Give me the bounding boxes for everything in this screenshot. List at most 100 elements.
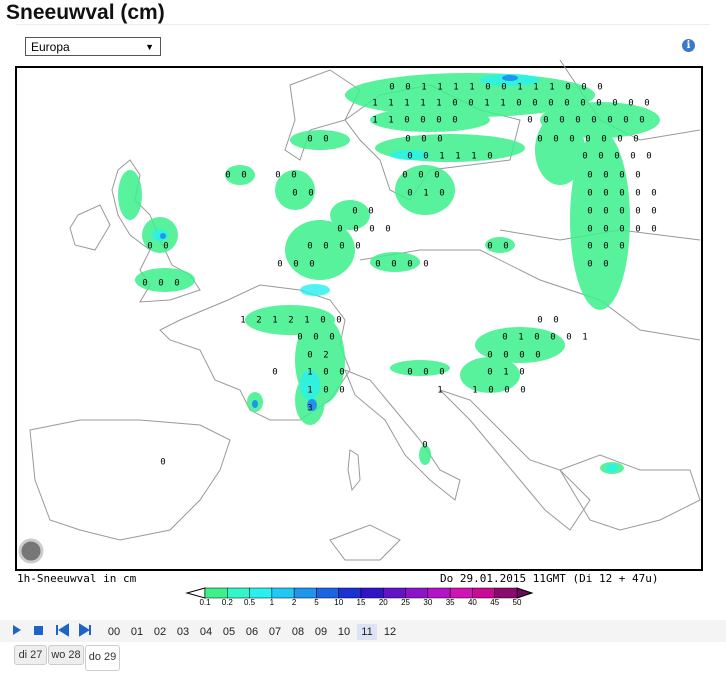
map-value-label: 0 — [543, 116, 548, 126]
map-value-label: 0 — [651, 207, 656, 217]
map-value-label: 0 — [585, 135, 590, 145]
hour-button[interactable]: 07 — [268, 626, 282, 638]
map-value-label: 0 — [532, 99, 537, 109]
map-value-label: 0 — [353, 225, 358, 235]
legend: 0.1 0.2 0.5 1 2 5 10 15 20 25 30 35 40 45 50 — [185, 587, 534, 607]
map-value-label: 0 — [404, 116, 409, 126]
map-value-label: 0 — [423, 152, 428, 162]
map-value-label: 0 — [487, 368, 492, 378]
hour-button[interactable]: 09 — [314, 626, 328, 638]
map-value-label: 0 — [612, 99, 617, 109]
map-value-label: 0 — [439, 189, 444, 199]
hour-button[interactable]: 00 — [107, 626, 121, 638]
snow-areas — [118, 73, 660, 474]
region-select[interactable]: Europa ▼ — [25, 37, 161, 56]
map-value-label: 0 — [292, 189, 297, 199]
hour-button[interactable]: 08 — [291, 626, 305, 638]
day-tab[interactable]: di 27 — [14, 645, 47, 665]
map-value-label: 0 — [597, 83, 602, 93]
map-value-label: 0 — [277, 260, 282, 270]
day-tab[interactable]: do 29 — [85, 645, 120, 671]
map-value-label: 0 — [307, 351, 312, 361]
map-value-label: 0 — [375, 260, 380, 270]
map-value-label: 0 — [635, 207, 640, 217]
map-value-label: 0 — [297, 333, 302, 343]
map-value-label: 0 — [559, 116, 564, 126]
hour-button[interactable]: 05 — [222, 626, 236, 638]
map-value-label: 0 — [423, 260, 428, 270]
map-value-label: 0 — [630, 152, 635, 162]
loading-icon — [18, 538, 44, 564]
map-value-label: 0 — [628, 99, 633, 109]
hour-button[interactable]: 12 — [383, 626, 397, 638]
map-value-label: 0 — [369, 225, 374, 235]
legend-swatch — [405, 587, 429, 599]
map-value-label: 0 — [272, 368, 277, 378]
map-value-label: 1 — [500, 99, 505, 109]
play-button[interactable] — [13, 625, 21, 635]
snow-peaks — [160, 75, 518, 411]
hour-button[interactable]: 06 — [245, 626, 259, 638]
map-value-label: 0 — [407, 152, 412, 162]
map-value-label: 0 — [527, 116, 532, 126]
info-icon[interactable]: i — [682, 39, 695, 52]
hour-button[interactable]: 01 — [130, 626, 144, 638]
stop-button[interactable] — [34, 626, 43, 635]
legend-swatch — [227, 587, 250, 599]
map-value-label: 0 — [587, 207, 592, 217]
map-value-label: 0 — [339, 368, 344, 378]
map-value-label: 0 — [639, 116, 644, 126]
map-value-label: 0 — [488, 386, 493, 396]
hour-button[interactable]: 10 — [337, 626, 351, 638]
legend-label: 40 — [468, 598, 477, 607]
legend-swatch — [383, 587, 406, 599]
map-value-label: 0 — [553, 316, 558, 326]
map-value-label: 0 — [163, 242, 168, 252]
map-value-label: 0 — [485, 83, 490, 93]
map-value-label: 0 — [635, 225, 640, 235]
last-button[interactable] — [79, 623, 91, 637]
map-value-label: 0 — [313, 333, 318, 343]
map-value-label: 1 — [304, 316, 309, 326]
legend-swatch — [494, 587, 518, 599]
map-value-label: 0 — [142, 279, 147, 289]
legend-label: 0.1 — [199, 598, 211, 607]
map-value-label: 0 — [537, 316, 542, 326]
map-value-label: 0 — [587, 171, 592, 181]
map-value-label: 1 — [471, 152, 476, 162]
map-value-label: 0 — [569, 135, 574, 145]
region-value: Europa — [31, 40, 70, 54]
map-value-label: 0 — [587, 189, 592, 199]
hour-button[interactable]: 04 — [199, 626, 213, 638]
map-value-label: 2 — [323, 351, 328, 361]
map-value-label: 1 — [518, 333, 523, 343]
legend-label: 2 — [292, 598, 297, 607]
legend-label: 5 — [314, 598, 319, 607]
first-button[interactable] — [56, 623, 69, 637]
hour-button[interactable]: 02 — [153, 626, 167, 638]
map-value-label: 1 — [272, 316, 277, 326]
hour-button[interactable]: 03 — [176, 626, 190, 638]
map-value-label: 1 — [420, 99, 425, 109]
day-tab[interactable]: wo 28 — [48, 645, 84, 665]
divider — [16, 24, 710, 25]
map-value-label: 0 — [565, 83, 570, 93]
map-value-label: 0 — [452, 99, 457, 109]
map-value-label: 0 — [422, 441, 427, 451]
map-value-label: 0 — [308, 189, 313, 199]
map-value-label: 0 — [587, 260, 592, 270]
map-value-label: 0 — [575, 116, 580, 126]
map-value-label: 0 — [603, 260, 608, 270]
hour-button[interactable]: 11 — [357, 624, 377, 640]
map-value-label: 0 — [323, 386, 328, 396]
map-value-label: 0 — [516, 99, 521, 109]
map-value-label: 0 — [307, 135, 312, 145]
map-value-label: 1 — [582, 333, 587, 343]
legend-label: 10 — [334, 598, 343, 607]
map-value-label: 0 — [339, 242, 344, 252]
map-value-label: 0 — [603, 242, 608, 252]
map-value-label: 0 — [385, 225, 390, 235]
map-value-label: 1 — [437, 83, 442, 93]
map-value-label: 1 — [437, 386, 442, 396]
